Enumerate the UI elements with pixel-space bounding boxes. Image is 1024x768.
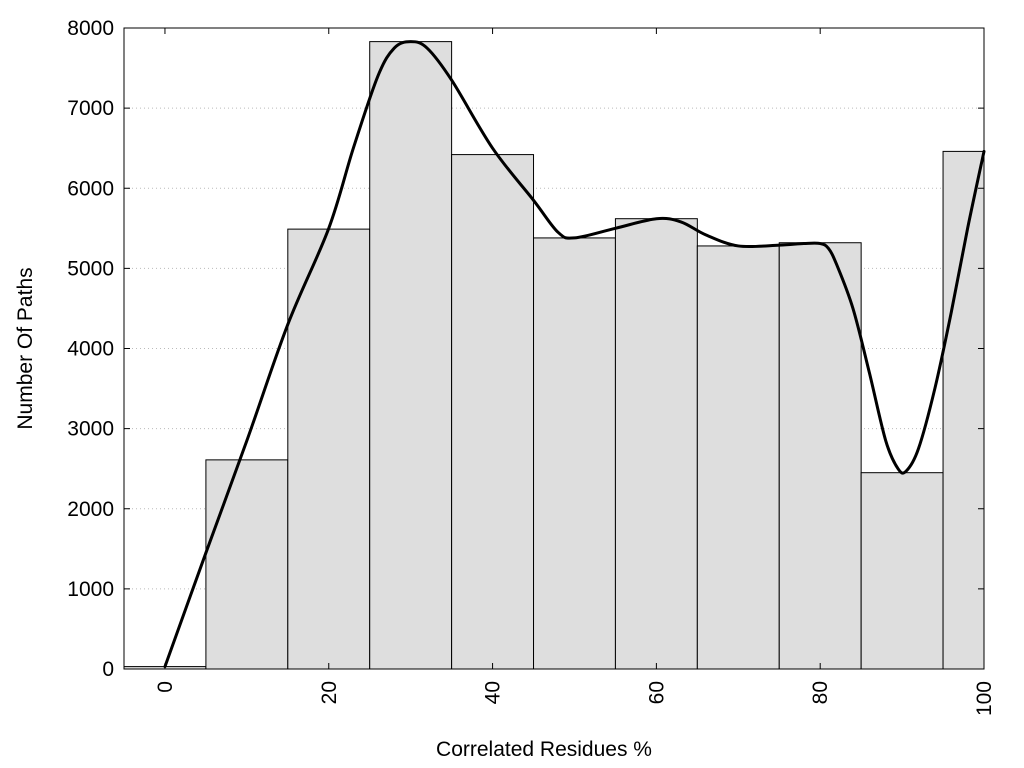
y-tick-label: 4000	[67, 338, 114, 361]
y-tick-label: 6000	[67, 177, 114, 200]
y-tick-label: 5000	[67, 257, 114, 280]
histogram-bar	[533, 237, 616, 670]
histogram-bar	[287, 228, 371, 670]
y-tick-label: 8000	[67, 17, 114, 40]
y-tick-label: 2000	[67, 498, 114, 521]
x-tick-label: 100	[973, 681, 996, 716]
histogram-bar	[942, 150, 985, 670]
x-tick-label: 60	[645, 681, 668, 704]
y-axis-ticks: 0 1000 2000 3000 4000 5000 6000 7000 8000	[67, 17, 984, 681]
x-tick-label: 0	[154, 681, 177, 693]
y-tick-label: 7000	[67, 97, 114, 120]
curve-layer	[163, 40, 986, 669]
bars-layer	[123, 41, 985, 670]
y-tick-label: 0	[102, 658, 114, 681]
histogram-bar	[696, 245, 780, 670]
x-tick-label: 80	[809, 681, 832, 704]
x-axis-ticks: 0 20 40 60 80 100	[154, 28, 996, 716]
smooth-curve-line	[163, 40, 986, 669]
histogram-bar	[778, 242, 862, 670]
y-tick-label: 3000	[67, 418, 114, 441]
x-axis-label: Correlated Residues %	[436, 738, 652, 761]
x-tick-label: 20	[318, 681, 341, 704]
y-axis-label: Number Of Paths	[14, 267, 37, 429]
histogram-bar	[614, 218, 698, 670]
histogram-bar	[451, 154, 535, 670]
histogram-bar	[860, 472, 944, 670]
histogram-bar	[369, 41, 453, 670]
histogram-bar	[205, 459, 289, 670]
y-tick-label: 1000	[67, 578, 114, 601]
x-tick-label: 40	[482, 681, 505, 704]
